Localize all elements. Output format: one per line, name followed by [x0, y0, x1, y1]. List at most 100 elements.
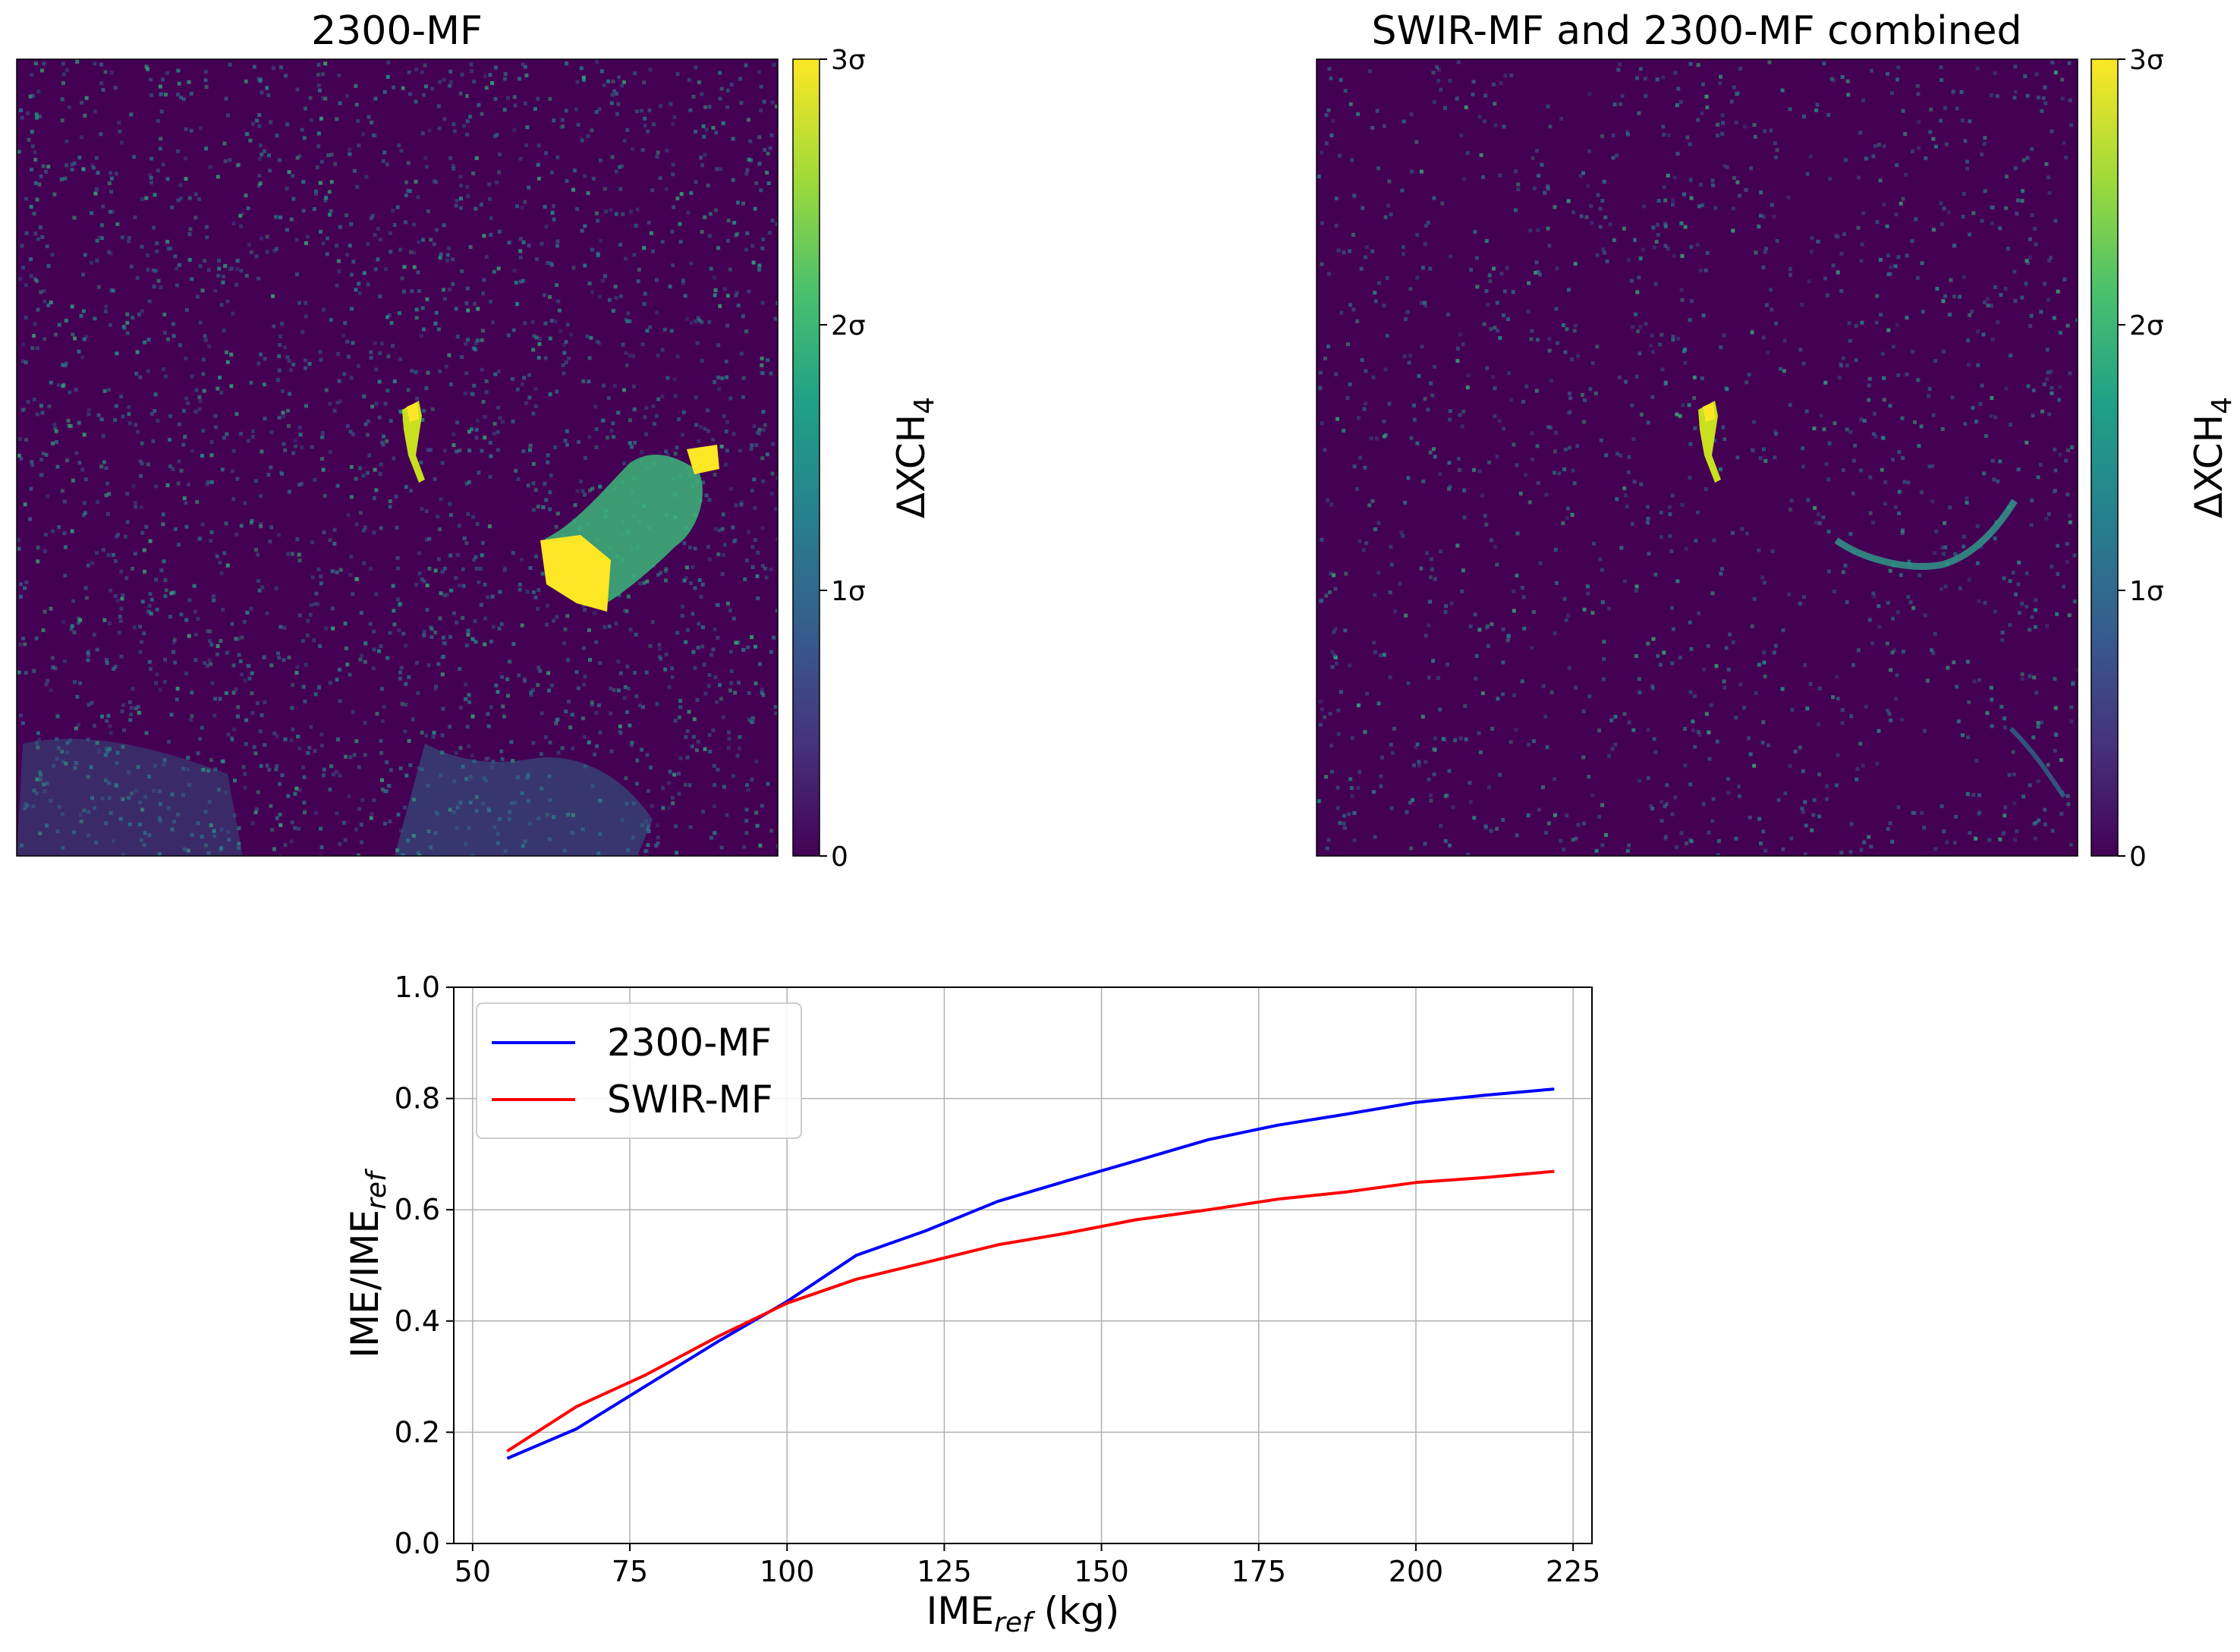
noise-pixel [131, 686, 135, 691]
noise-pixel [1645, 505, 1650, 509]
noise-pixel [496, 841, 500, 845]
noise-pixel [515, 387, 520, 392]
noise-pixel [378, 351, 382, 356]
noise-pixel [1901, 109, 1905, 113]
noise-pixel [414, 307, 419, 312]
noise-pixel [1671, 203, 1675, 207]
noise-pixel [64, 163, 69, 168]
noise-pixel [1859, 417, 1864, 422]
noise-pixel [597, 294, 602, 299]
noise-pixel [250, 710, 255, 715]
noise-pixel [82, 433, 87, 437]
noise-pixel [29, 274, 33, 278]
noise-pixel [570, 831, 574, 835]
noise-pixel [306, 234, 310, 239]
noise-pixel [406, 388, 411, 392]
noise-pixel [235, 259, 240, 263]
noise-pixel [1697, 611, 1701, 615]
noise-pixel [464, 643, 469, 648]
noise-pixel [1373, 650, 1377, 654]
noise-pixel [1696, 63, 1700, 68]
noise-pixel [249, 380, 253, 385]
noise-pixel [414, 180, 418, 184]
noise-pixel [606, 436, 610, 440]
noise-pixel [313, 692, 318, 697]
noise-pixel [1320, 598, 1324, 603]
noise-pixel [87, 810, 91, 814]
noise-pixel [1732, 176, 1737, 180]
noise-pixel [283, 345, 287, 350]
noise-pixel [1320, 262, 1324, 266]
noise-pixel [64, 319, 68, 323]
noise-pixel [256, 552, 260, 557]
noise-pixel [329, 209, 333, 213]
noise-pixel [1553, 631, 1557, 635]
noise-pixel [168, 615, 172, 619]
noise-pixel [679, 192, 684, 197]
noise-pixel [376, 257, 380, 262]
noise-pixel [594, 710, 599, 715]
noise-pixel [24, 360, 28, 364]
noise-pixel [1858, 741, 1863, 746]
noise-pixel [1861, 98, 1865, 102]
noise-pixel [61, 760, 65, 764]
noise-pixel [399, 410, 404, 414]
noise-pixel [371, 133, 376, 137]
noise-pixel [476, 307, 480, 311]
noise-pixel [662, 327, 667, 332]
noise-pixel [1720, 131, 1725, 136]
noise-pixel [1520, 586, 1524, 590]
noise-pixel [1382, 419, 1386, 423]
noise-pixel [338, 225, 342, 229]
noise-pixel [190, 374, 194, 379]
noise-pixel [765, 452, 769, 457]
noise-pixel [373, 233, 377, 238]
noise-pixel [669, 102, 673, 106]
noise-pixel [319, 581, 323, 586]
noise-pixel [1351, 307, 1356, 312]
noise-pixel [433, 630, 438, 634]
noise-pixel [1326, 345, 1331, 349]
noise-pixel [1386, 203, 1390, 208]
noise-pixel [121, 703, 126, 707]
noise-pixel [99, 223, 104, 228]
noise-pixel [2047, 258, 2051, 263]
noise-pixel [773, 506, 778, 511]
noise-pixel [104, 466, 109, 470]
noise-pixel [338, 101, 342, 105]
noise-pixel [17, 538, 21, 543]
noise-pixel [480, 448, 484, 453]
noise-pixel [1845, 600, 1849, 604]
noise-pixel [563, 439, 568, 442]
noise-pixel [1601, 247, 1606, 252]
noise-pixel [624, 609, 629, 614]
noise-pixel [186, 767, 190, 772]
noise-pixel [1946, 210, 1951, 215]
noise-pixel [2016, 467, 2021, 472]
noise-pixel [1346, 342, 1350, 346]
noise-pixel [1817, 686, 1822, 691]
noise-pixel [1760, 575, 1764, 580]
noise-pixel [531, 590, 536, 594]
noise-pixel [1348, 303, 1353, 307]
noise-pixel [1759, 190, 1763, 195]
noise-pixel [436, 514, 440, 519]
noise-pixel [620, 818, 624, 823]
noise-pixel [235, 267, 240, 271]
noise-pixel [747, 289, 751, 294]
noise-pixel [484, 255, 489, 260]
noise-pixel [693, 666, 697, 670]
noise-pixel [1858, 131, 1863, 135]
noise-pixel [1931, 413, 1936, 417]
noise-pixel [1536, 269, 1540, 274]
noise-pixel [2034, 625, 2037, 629]
noise-pixel [314, 591, 319, 596]
noise-pixel [303, 810, 307, 814]
noise-pixel [1499, 272, 1504, 276]
noise-pixel [640, 450, 643, 455]
noise-pixel [250, 121, 255, 126]
noise-pixel [725, 813, 729, 817]
noise-pixel [87, 407, 91, 412]
noise-pixel [760, 363, 764, 367]
noise-pixel [1526, 813, 1531, 817]
